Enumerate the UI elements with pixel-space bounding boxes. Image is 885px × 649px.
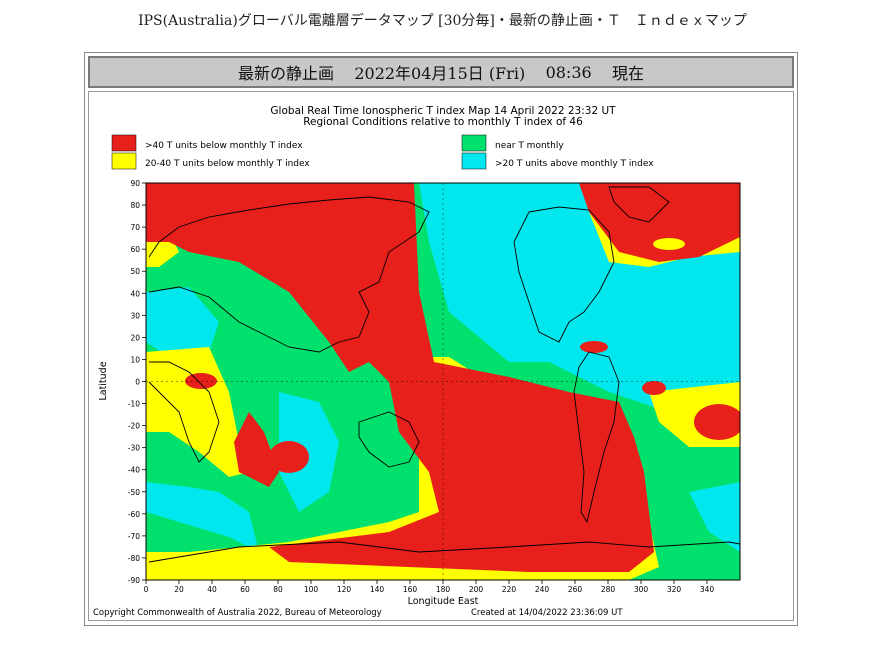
longitude-tick-label: 200 <box>469 585 484 594</box>
longitude-tick-label: 220 <box>502 585 517 594</box>
legend-label-yellow: 20-40 T units below monthly T index <box>145 159 310 169</box>
longitude-tick-label: 300 <box>634 585 649 594</box>
latitude-tick-label: -60 <box>128 510 140 519</box>
longitude-tick-label: 60 <box>240 585 250 594</box>
latitude-tick-label: 0 <box>135 378 140 387</box>
longitude-tick-label: 20 <box>174 585 184 594</box>
latitude-tick-label: -70 <box>128 532 140 541</box>
banner-time: 08:36 <box>545 62 592 82</box>
map-title-line2: Regional Conditions relative to monthly … <box>303 116 583 128</box>
latitude-tick-label: 70 <box>130 223 140 232</box>
latitude-tick-label: 30 <box>130 311 140 320</box>
longitude-tick-label: 0 <box>144 585 149 594</box>
condition-regions <box>146 183 740 580</box>
latitude-tick-label: 50 <box>130 267 140 276</box>
t-index-map-svg: Global Real Time Ionospheric T index Map… <box>93 105 741 618</box>
longitude-tick-label: 100 <box>304 585 319 594</box>
gridlines <box>146 183 740 580</box>
banner-datetime: 2022年04月15日 (Fri) <box>354 64 526 83</box>
latitude-tick-label: -80 <box>128 554 140 563</box>
longitude-tick-label: 320 <box>667 585 682 594</box>
latitude-tick-label: 80 <box>130 201 140 210</box>
longitude-tick-label: 40 <box>207 585 217 594</box>
created-text: Created at 14/04/2022 23:36:09 UT <box>471 608 623 618</box>
longitude-axis-label: Longitude East <box>408 596 479 607</box>
latitude-tick-label: -10 <box>128 400 140 409</box>
latitude-tick-label: -20 <box>128 422 140 431</box>
region-red-main <box>146 183 654 572</box>
latitude-ticks: 90 80 70 60 50 40 30 20 10 0 -10 -20 -30 -40 -50 -60 -70… <box>128 179 146 585</box>
latitude-tick-label: 20 <box>130 333 140 342</box>
page-title: IPS(Australia)グローバル電離層データマップ [30分毎]・最新の静… <box>138 13 747 29</box>
banner-label: 最新の静止画 <box>237 64 334 83</box>
banner-status: 現在 <box>612 64 645 83</box>
copyright-text: Copyright Commonwealth of Australia 2022… <box>93 608 382 618</box>
latitude-tick-label: -50 <box>128 488 140 497</box>
latitude-tick-label: -90 <box>128 576 140 585</box>
latitude-tick-label: 90 <box>130 179 140 188</box>
legend-swatch-yellow <box>111 152 137 170</box>
latitude-tick-label: 40 <box>130 289 140 298</box>
latest-image-bar: 最新の静止画 2022年04月15日 (Fri) 08:36 現在 <box>88 56 794 88</box>
latitude-tick-label: 10 <box>130 355 140 364</box>
latitude-tick-label: -40 <box>128 466 140 475</box>
legend-swatch-cyan <box>461 152 487 170</box>
legend-label-green: near T monthly <box>495 141 564 151</box>
longitude-tick-label: 280 <box>601 585 616 594</box>
latitude-tick-label: -30 <box>128 444 140 453</box>
longitude-ticks: 0 20 40 60 80 100 120 140 160 180 200 220 240 260 280 3… <box>144 580 715 594</box>
longitude-tick-label: 240 <box>535 585 550 594</box>
longitude-tick-label: 80 <box>273 585 283 594</box>
longitude-tick-label: 180 <box>436 585 451 594</box>
longitude-tick-label: 140 <box>370 585 385 594</box>
coastlines <box>148 186 740 563</box>
legend-label-red: >40 T units below monthly T index <box>145 141 303 151</box>
image-frame: 最新の静止画 2022年04月15日 (Fri) 08:36 現在 Global… <box>84 52 798 626</box>
longitude-tick-label: 160 <box>403 585 418 594</box>
latitude-tick-label: 60 <box>130 245 140 254</box>
legend-swatch-green <box>461 134 487 152</box>
longitude-tick-label: 120 <box>337 585 352 594</box>
longitude-tick-label: 260 <box>568 585 583 594</box>
t-index-map: Global Real Time Ionospheric T index Map… <box>88 91 794 621</box>
latitude-axis-label: Latitude <box>98 361 109 400</box>
longitude-tick-label: 340 <box>700 585 715 594</box>
map-title-line1: Global Real Time Ionospheric T index Map… <box>270 105 616 117</box>
legend-label-cyan: >20 T units above monthly T index <box>495 159 654 169</box>
legend-swatch-red <box>111 134 137 152</box>
